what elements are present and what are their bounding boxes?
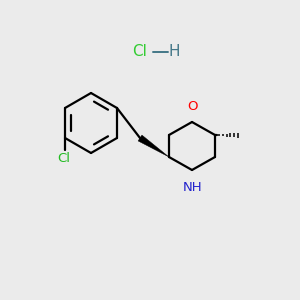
Text: Cl: Cl xyxy=(132,44,147,59)
Text: Cl: Cl xyxy=(58,152,70,165)
Text: H: H xyxy=(168,44,179,59)
Text: NH: NH xyxy=(183,181,203,194)
Polygon shape xyxy=(138,135,169,157)
Text: O: O xyxy=(187,100,197,113)
